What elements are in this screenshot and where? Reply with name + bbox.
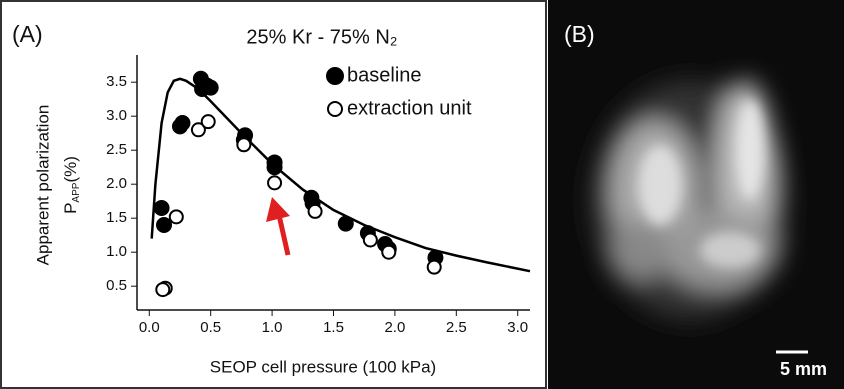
point: [157, 218, 172, 233]
point: [428, 261, 441, 274]
legend-marker: [328, 102, 342, 116]
point: [382, 246, 395, 259]
y-tick-label: 1.0: [106, 243, 127, 260]
point: [267, 160, 282, 175]
panel-label: (B): [564, 21, 595, 47]
y-tick-label: 2.5: [106, 141, 127, 158]
y-tick-label: 0.5: [106, 277, 127, 294]
x-tick-label: 2.5: [446, 319, 467, 336]
y-tick-label: 2.0: [106, 175, 127, 192]
point: [202, 115, 215, 128]
y-axis-subscript: APP: [71, 182, 82, 202]
point: [338, 216, 353, 231]
x-tick-label: 0.0: [139, 319, 160, 336]
y-tick-label: 1.5: [106, 209, 127, 226]
legend-label: baseline: [347, 64, 422, 86]
point: [175, 116, 190, 131]
x-tick-label: 0.5: [200, 319, 221, 336]
point: [309, 205, 322, 218]
point: [203, 80, 218, 95]
chart-title: 25% Kr - 75% N₂: [246, 26, 397, 48]
point: [268, 176, 281, 189]
scale-bar-label: 5 mm: [780, 359, 827, 379]
legend-label: extraction unit: [347, 97, 472, 119]
x-axis-label: SEOP cell pressure (100 kPa): [210, 357, 436, 376]
y-axis-label: Apparent polarization: [33, 105, 52, 266]
point: [170, 210, 183, 223]
y-tick-label: 3.0: [106, 107, 127, 124]
x-tick-label: 2.0: [384, 319, 405, 336]
x-tick-label: 1.5: [323, 319, 344, 336]
image-panel: [548, 0, 844, 389]
point: [237, 138, 250, 151]
point: [364, 233, 377, 246]
x-tick-label: 3.0: [507, 319, 528, 336]
y-tick-label: 3.5: [106, 73, 127, 90]
panel-label: (A): [12, 21, 43, 47]
y-axis-unit: (%): [61, 156, 80, 182]
point: [154, 201, 169, 216]
point: [156, 283, 169, 296]
legend-marker: [327, 68, 343, 84]
figure: (A) 25% Kr - 75% N₂ SEOP cell pressure (…: [0, 0, 844, 389]
x-tick-label: 1.0: [262, 319, 283, 336]
y-axis-symbol: P: [61, 203, 80, 214]
